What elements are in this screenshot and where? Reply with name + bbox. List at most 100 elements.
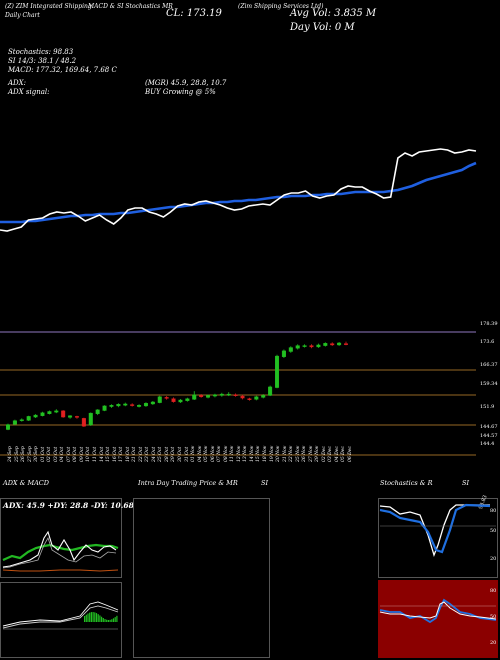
date-label: 04 Dec (334, 446, 340, 462)
candle-body (74, 416, 79, 418)
date-label: 29 Oct (171, 446, 177, 462)
stoch-tick-50: 50 (490, 528, 497, 534)
date-label: 06 Nov (210, 445, 216, 462)
candle-body (143, 403, 148, 407)
date-label: 08 Oct (73, 446, 79, 462)
candle-body (206, 395, 211, 398)
date-label: 14 Nov (249, 445, 255, 462)
header-line1-mid: MACD & SI Stochastics MR (88, 3, 173, 10)
candle-body (47, 411, 52, 414)
candle-body (240, 395, 245, 399)
candle-body (233, 394, 238, 396)
date-label: 30 Sep (34, 446, 40, 462)
candle-body (40, 412, 45, 416)
date-label: 27 Sep (27, 446, 33, 462)
price-axis-label: 159.34 (480, 381, 498, 387)
price-axis-label: 166.37 (480, 362, 498, 368)
date-label: 22 Nov (289, 445, 295, 462)
candle-body (5, 424, 10, 430)
price-axis-label: 151.9 (480, 404, 495, 410)
date-label: 06 Dec (348, 446, 353, 462)
si-tick-20: 20 (490, 640, 497, 646)
buy-line: BUY Growing @ 5% (145, 88, 216, 96)
date-label: 25 Oct (158, 446, 164, 462)
candle-body (330, 343, 335, 346)
candle-body (68, 415, 73, 418)
stoch-tick-80: 80 (490, 508, 497, 514)
candle-body (123, 403, 128, 406)
candle-body (192, 394, 197, 400)
date-label: 02 Oct (47, 446, 53, 462)
date-label: 04 Oct (60, 446, 66, 462)
si-tick-80: 80 (490, 588, 497, 594)
date-label: 12 Nov (236, 445, 242, 462)
date-label: 02 Dec (321, 446, 327, 462)
candle-body (19, 419, 24, 421)
date-label: 18 Nov (263, 445, 268, 462)
candle-body (33, 414, 38, 418)
date-label: 28 Oct (164, 446, 170, 462)
macd-panel (0, 582, 122, 658)
date-label: 15 Nov (256, 445, 262, 462)
header-line1-right: (Zim Shipping Services Ltd) (238, 3, 324, 10)
macd-line: MACD: 177.32, 169.64, 7.68 C (8, 66, 117, 74)
header-line2-left: Daily Chart (5, 12, 40, 19)
candle-body (185, 398, 190, 401)
price-level-lines (0, 331, 476, 456)
candle-body (261, 395, 266, 398)
candle-body (219, 393, 224, 396)
avg-vol-label: Avg Vol: 3.835 M (290, 8, 377, 19)
candle-body (12, 420, 17, 425)
adx-panel (0, 498, 122, 578)
date-label: 03 Oct (53, 446, 59, 462)
candlesticks (5, 341, 349, 431)
si-line: SI 14/3: 38.1 / 48.2 (8, 57, 77, 65)
price-axis-label: 144.57 (480, 433, 498, 439)
candle-body (254, 396, 259, 400)
candle-body (61, 410, 66, 418)
stoch-panel-si: SI (462, 479, 470, 487)
date-label: 05 Nov (204, 445, 210, 462)
candle-body (164, 397, 169, 399)
date-label: 21 Nov (282, 445, 288, 462)
date-label: 21 Oct (132, 446, 138, 462)
si-panel (378, 580, 498, 658)
intraday-panel-si: SI (261, 479, 269, 487)
price-axis-label: 178.39 (480, 321, 498, 327)
date-label: 30 Oct (178, 446, 183, 462)
candle-body (102, 405, 107, 411)
date-label: 22 Oct (138, 446, 144, 462)
candle-body (247, 398, 252, 400)
intraday-panel-title: Intra Day Trading Price & MR (138, 479, 238, 487)
candle-body (288, 347, 293, 352)
date-label: 01 Nov (191, 445, 197, 462)
candle-body (116, 404, 121, 407)
candle-body (316, 344, 321, 348)
price-axis-label: 144.4 (480, 441, 495, 447)
date-label: 14 Oct (99, 446, 105, 462)
candle-body (295, 345, 300, 349)
date-label: 18 Oct (125, 446, 131, 462)
candle-body (344, 343, 349, 345)
date-label: 04 Nov (197, 445, 203, 462)
date-label: 07 Oct (66, 446, 72, 462)
candle-body (323, 343, 328, 346)
date-label: 29 Nov (315, 445, 321, 462)
date-label: 07 Nov (217, 445, 223, 462)
adx-values: ADX: 45.9 +DY: 28.8 -DY: 10.68 (3, 501, 134, 510)
candle-body (268, 386, 273, 396)
candle-body (212, 394, 217, 397)
date-label: 15 Oct (106, 446, 112, 462)
date-label: 03 Dec (328, 446, 334, 462)
day-vol-label: Day Vol: 0 M (290, 22, 355, 33)
white-price-line (0, 148, 477, 232)
adx-panel-title: ADX & MACD (3, 479, 49, 487)
date-label: 09 Oct (79, 446, 85, 462)
date-label: 05 Dec (341, 446, 347, 462)
date-label: 26 Nov (302, 445, 308, 462)
date-label: 25 Nov (295, 445, 301, 462)
date-label: 08 Nov (223, 445, 229, 462)
candle-body (137, 405, 142, 407)
candle-body (95, 409, 100, 414)
